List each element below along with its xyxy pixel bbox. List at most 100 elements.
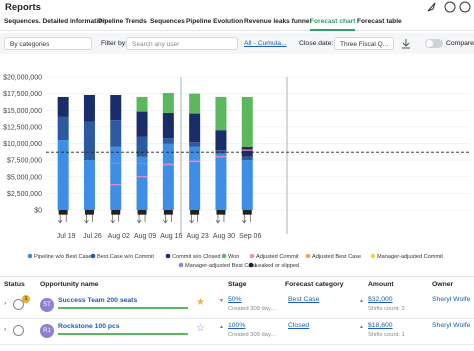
leak-arrow xyxy=(189,214,198,224)
leaked-bar xyxy=(163,210,173,215)
trend-icon: ▲ xyxy=(359,324,364,330)
compare-toggle[interactable] xyxy=(425,39,443,48)
page-title: Reports xyxy=(5,2,41,13)
legend-swatch xyxy=(27,253,33,259)
legend-swatch xyxy=(178,262,184,268)
bar-segment xyxy=(241,160,253,210)
column-header[interactable]: Amount xyxy=(368,281,394,288)
status-badge: 1 xyxy=(22,295,30,303)
leak-arrow xyxy=(136,214,146,224)
close-date-label: Close date: xyxy=(299,40,334,47)
created-age: Created 309 day... xyxy=(228,332,276,338)
compare-label: Compare xyxy=(446,40,474,47)
legend-label: Leaked or slipped xyxy=(255,263,299,269)
leak-arrow xyxy=(242,214,251,224)
owner[interactable]: Sheryl Wolfe xyxy=(432,322,471,329)
y-tick-label: $7,500,000 xyxy=(7,158,42,165)
leaked-bar xyxy=(137,210,147,215)
group-dropdown[interactable]: By categories xyxy=(4,37,92,50)
legend-swatch xyxy=(305,253,311,259)
bar-segment xyxy=(110,120,122,147)
star-icon[interactable]: ☆ xyxy=(196,323,205,334)
bar-segment xyxy=(83,160,95,210)
y-tick-label: $0 xyxy=(34,208,42,215)
column-header[interactable]: Opportunity name xyxy=(40,281,99,288)
legend-swatch xyxy=(221,253,227,259)
expand-arrow[interactable]: › xyxy=(4,300,7,307)
progress-bar xyxy=(58,307,188,309)
amount[interactable]: $18,600 xyxy=(368,322,393,329)
cumulative-dropdown[interactable]: All - Cumula... xyxy=(244,40,287,47)
forecast-chart: $0 $2,500,000 $5,000,000 $7,500,000 $10,000,… xyxy=(3,75,470,269)
header-icons xyxy=(427,1,471,13)
x-tick-label: Jul 26 xyxy=(83,233,102,240)
y-tick-label: $5,000,000 xyxy=(7,174,42,181)
legend-label: Best Case w/o Commit xyxy=(97,254,154,260)
shifts-count: Shifts count: 2 xyxy=(368,306,405,312)
tab[interactable]: Sequences xyxy=(150,18,185,25)
filter-label: Filter by: xyxy=(101,40,128,47)
expand-arrow[interactable]: › xyxy=(4,326,7,333)
bar-segment xyxy=(162,143,174,210)
bar-segment xyxy=(110,94,122,121)
divider xyxy=(0,276,474,277)
leaked-bar xyxy=(216,210,226,215)
legend-label: Pipeline w/o Best Case xyxy=(34,254,92,260)
y-tick-label: $12,500,000 xyxy=(3,124,42,131)
star-icon[interactable]: ★ xyxy=(196,297,205,308)
leaked-bar xyxy=(84,210,94,215)
shifts-count: Shifts count: 1 xyxy=(368,332,405,338)
row-divider xyxy=(0,318,474,319)
stage[interactable]: 50% xyxy=(228,296,242,303)
tab[interactable]: Revenue leaks funnel xyxy=(244,18,312,25)
legend-swatch xyxy=(249,253,255,259)
column-header[interactable]: Stage xyxy=(228,281,247,288)
leaked-bar xyxy=(58,210,68,215)
bar-segment xyxy=(83,121,95,161)
tab[interactable]: Pipeline Evolution xyxy=(186,18,244,25)
bar-segment xyxy=(162,112,174,139)
rocket-icon[interactable] xyxy=(427,2,436,12)
status-icon xyxy=(13,325,24,336)
column-header[interactable]: Forecast category xyxy=(285,281,344,288)
close-date-dropdown[interactable]: Three Fiscal Q... xyxy=(334,37,394,50)
y-tick-label: $17,500,000 xyxy=(3,91,42,98)
x-tick-label: Aug 23 xyxy=(187,233,209,240)
bar-segment xyxy=(215,150,227,154)
legend-swatch xyxy=(248,262,254,268)
opportunity-name[interactable]: Rockstone 100 pcs xyxy=(58,323,120,330)
stage[interactable]: 100% xyxy=(228,322,246,329)
forecast-category[interactable]: Closed xyxy=(288,322,310,329)
user-search[interactable]: Search any user xyxy=(126,37,238,50)
tab[interactable]: Sequences. Detailed information xyxy=(4,18,107,25)
legend-label: Adjusted Best Case xyxy=(312,254,361,260)
amount[interactable]: $32,000 xyxy=(368,296,393,303)
bar-segment xyxy=(241,96,253,147)
opportunity-name[interactable]: Success Team 200 seats xyxy=(58,297,138,304)
bar-segment xyxy=(83,94,95,122)
legend-label: Won xyxy=(228,254,239,260)
settings-icon[interactable] xyxy=(459,1,471,13)
help-icon[interactable] xyxy=(444,1,456,13)
download-icon[interactable] xyxy=(400,38,412,50)
leaked-bar xyxy=(111,210,121,215)
forecast-category[interactable]: Best Case xyxy=(288,296,320,303)
owner[interactable]: Sheryl Wolfe xyxy=(432,296,471,303)
x-tick-label: Jul 19 xyxy=(57,233,76,240)
tab[interactable]: Forecast chart xyxy=(310,18,356,25)
bar-segment xyxy=(57,116,69,141)
column-header[interactable]: Owner xyxy=(432,281,454,288)
legend-label: Commit w/o Closed xyxy=(172,254,221,260)
x-tick-label: Sep 06 xyxy=(239,233,261,240)
bar-segment xyxy=(189,93,201,114)
y-tick-label: $15,000,000 xyxy=(3,108,42,115)
bar-segment xyxy=(57,96,69,117)
y-tick-label: $20,000,000 xyxy=(3,75,42,82)
column-header[interactable]: Status xyxy=(4,281,25,288)
trend-icon: ▲ xyxy=(219,324,224,330)
tab[interactable]: Forecast table xyxy=(357,18,402,25)
x-tick-label: Aug 02 xyxy=(108,233,130,240)
row-divider xyxy=(0,344,474,345)
bar-segment xyxy=(162,92,174,113)
tab[interactable]: Pipeline Trends xyxy=(98,18,147,25)
